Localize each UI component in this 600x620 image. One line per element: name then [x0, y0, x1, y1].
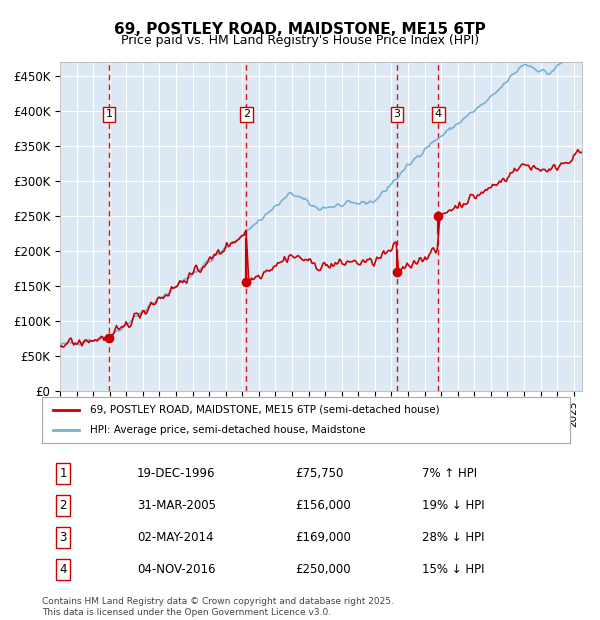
Text: £156,000: £156,000: [295, 499, 351, 512]
Text: 28% ↓ HPI: 28% ↓ HPI: [422, 531, 485, 544]
Text: 04-NOV-2016: 04-NOV-2016: [137, 563, 215, 576]
Text: 1: 1: [106, 110, 113, 120]
Text: 3: 3: [394, 110, 400, 120]
Text: 2: 2: [59, 499, 67, 512]
Text: £169,000: £169,000: [295, 531, 352, 544]
Text: 69, POSTLEY ROAD, MAIDSTONE, ME15 6TP (semi-detached house): 69, POSTLEY ROAD, MAIDSTONE, ME15 6TP (s…: [89, 405, 439, 415]
Text: Price paid vs. HM Land Registry's House Price Index (HPI): Price paid vs. HM Land Registry's House …: [121, 34, 479, 47]
Text: 02-MAY-2014: 02-MAY-2014: [137, 531, 214, 544]
Text: 19% ↓ HPI: 19% ↓ HPI: [422, 499, 485, 512]
Text: 19-DEC-1996: 19-DEC-1996: [137, 467, 215, 480]
Text: Contains HM Land Registry data © Crown copyright and database right 2025.
This d: Contains HM Land Registry data © Crown c…: [42, 598, 394, 617]
Text: 4: 4: [435, 110, 442, 120]
Text: 4: 4: [59, 563, 67, 576]
Text: 2: 2: [243, 110, 250, 120]
Text: £75,750: £75,750: [295, 467, 344, 480]
Text: 3: 3: [59, 531, 67, 544]
Text: 1: 1: [59, 467, 67, 480]
Text: 31-MAR-2005: 31-MAR-2005: [137, 499, 216, 512]
Text: 15% ↓ HPI: 15% ↓ HPI: [422, 563, 485, 576]
Text: 69, POSTLEY ROAD, MAIDSTONE, ME15 6TP: 69, POSTLEY ROAD, MAIDSTONE, ME15 6TP: [114, 22, 486, 37]
Text: 7% ↑ HPI: 7% ↑ HPI: [422, 467, 477, 480]
Text: £250,000: £250,000: [295, 563, 351, 576]
Text: HPI: Average price, semi-detached house, Maidstone: HPI: Average price, semi-detached house,…: [89, 425, 365, 435]
